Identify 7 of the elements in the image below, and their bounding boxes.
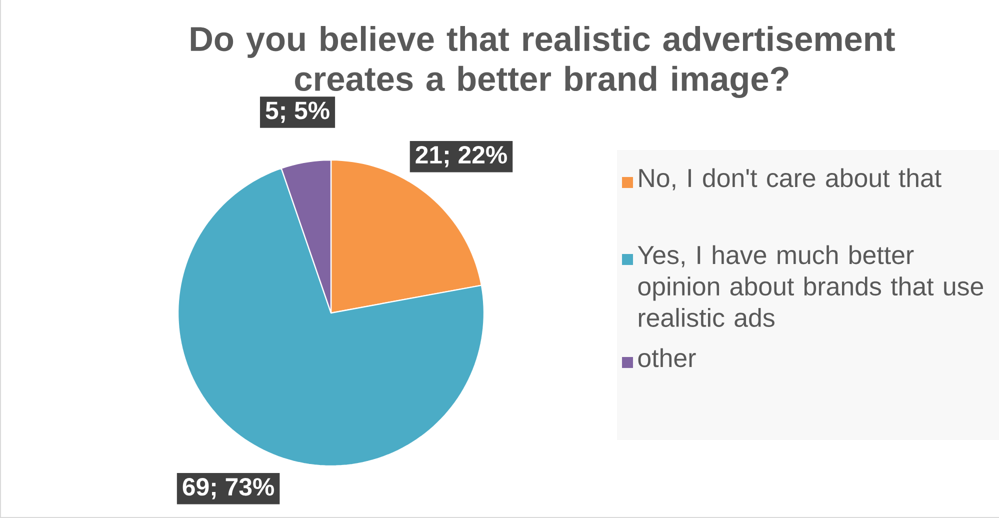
chart-title: Do you believe that realistic advertisement creates a better brand image? [190, 26, 895, 98]
legend-label: No, I don't care about that [639, 168, 942, 190]
data-label: 5; 5% [266, 102, 330, 123]
legend-label: other [638, 348, 696, 368]
data-label: 69; 73% [182, 478, 274, 500]
legend-label: Yes, I have much better opinion about brands that use realistic ads [638, 245, 984, 327]
data-label: 21; 22% [416, 146, 507, 168]
